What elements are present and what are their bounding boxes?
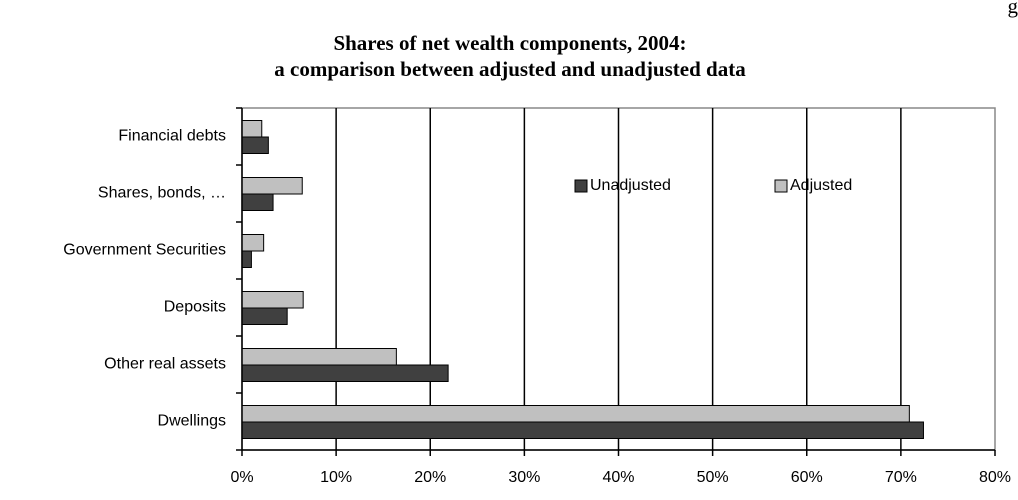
- bar: [241, 177, 303, 195]
- x-tick-label: 70%: [885, 469, 917, 486]
- bar: [241, 234, 265, 252]
- bar: [241, 348, 397, 366]
- corner-label: g: [1008, 0, 1018, 18]
- y-tick-label: Shares, bonds, …: [98, 185, 226, 202]
- y-tick-label: Government Securities: [63, 242, 226, 259]
- bar: [241, 291, 304, 309]
- chart-title: a comparison between adjusted and unadju…: [274, 57, 746, 81]
- legend-label: Unadjusted: [590, 177, 671, 194]
- x-tick-label: 30%: [508, 469, 540, 486]
- x-tick-label: 60%: [791, 469, 823, 486]
- bar: [241, 193, 274, 211]
- legend-label: Adjusted: [790, 177, 852, 194]
- y-tick-label: Financial debts: [118, 128, 226, 145]
- y-tick-label: Deposits: [164, 299, 226, 316]
- x-tick-label: 10%: [320, 469, 352, 486]
- legend-swatch: [574, 179, 588, 193]
- bar: [241, 307, 288, 325]
- y-tick-label: Dwellings: [158, 413, 226, 430]
- x-tick-label: 80%: [979, 469, 1011, 486]
- x-tick-label: 40%: [602, 469, 634, 486]
- bar: [241, 421, 924, 439]
- chart-title: Shares of net wealth components, 2004:: [333, 31, 686, 55]
- bar: [241, 364, 449, 382]
- x-tick-label: 0%: [230, 469, 253, 486]
- bar: [241, 405, 910, 423]
- bar: [241, 120, 263, 138]
- x-tick-label: 20%: [414, 469, 446, 486]
- legend-swatch: [774, 179, 788, 193]
- bar: [241, 250, 252, 268]
- x-tick-label: 50%: [697, 469, 729, 486]
- bar: [241, 136, 269, 154]
- y-tick-label: Other real assets: [104, 356, 226, 373]
